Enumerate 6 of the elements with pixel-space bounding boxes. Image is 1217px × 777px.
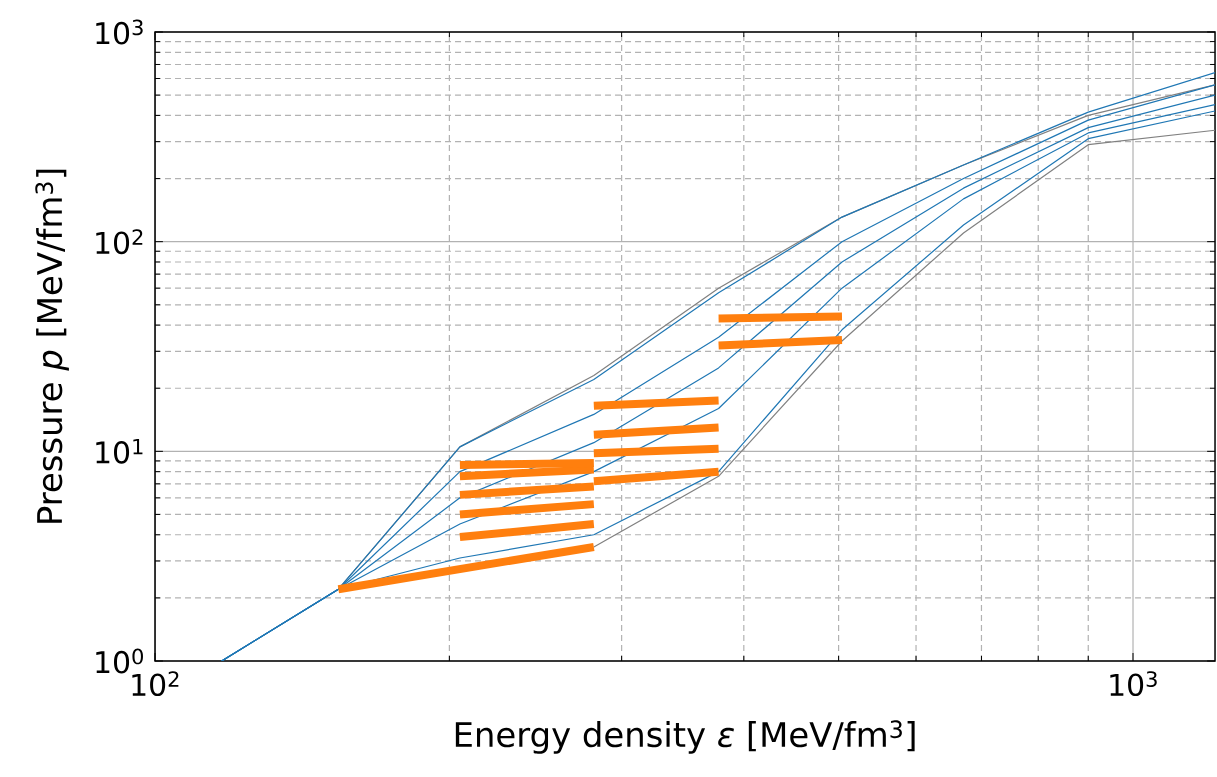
x-axis-title: Energy density ε [MeV/fm$^{3}$] bbox=[455, 720, 915, 754]
y-tick-label: 10$^{1}$ bbox=[96, 439, 143, 464]
y-tick-label: 10$^{2}$ bbox=[96, 229, 143, 255]
y-tick-label: 10$^{3}$ bbox=[96, 19, 143, 45]
y-tick-label: 10$^{0}$ bbox=[96, 648, 143, 674]
y-axis-title: Pressure p [MeV/fm$^{3}$] bbox=[35, 169, 69, 523]
